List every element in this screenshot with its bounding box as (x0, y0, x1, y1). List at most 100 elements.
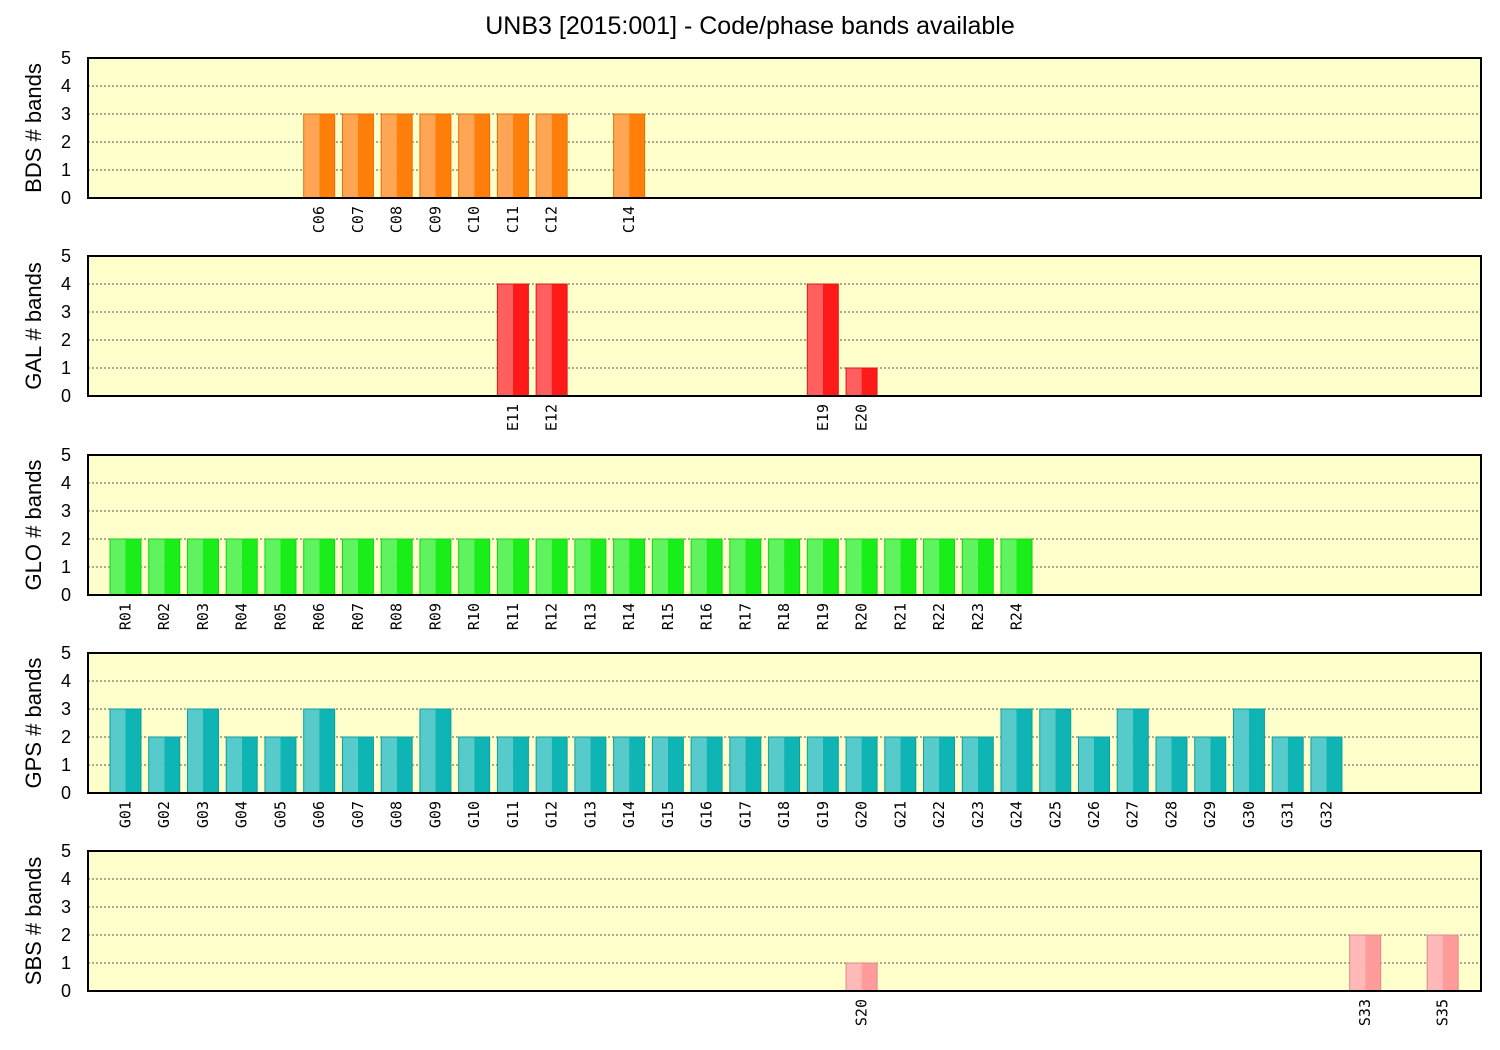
x-tick-label-G17: G17 (736, 801, 754, 828)
plot-area-0 (88, 58, 1481, 198)
bar-R22 (923, 538, 956, 596)
y-axis-label: SBS # bands (21, 857, 46, 985)
plot-frame-1 (87, 255, 1482, 397)
x-tick-label-G22: G22 (930, 801, 948, 828)
x-tick-label-G20: G20 (853, 801, 871, 828)
bar-R12 (535, 538, 568, 596)
x-tick-label-G02: G02 (155, 801, 173, 828)
bar-R13 (574, 538, 607, 596)
y-axis-label: BDS # bands (21, 63, 46, 193)
bar-R15 (651, 538, 684, 596)
bar-G17 (729, 736, 762, 794)
x-tick-label-G14: G14 (620, 801, 638, 828)
y-tick-label: 3 (61, 302, 71, 322)
bar-R18 (768, 538, 801, 596)
bar-S35 (1426, 934, 1459, 992)
bar-E12 (535, 283, 568, 397)
bar-R11 (496, 538, 529, 596)
bar-R05 (264, 538, 297, 596)
x-tick-label-G13: G13 (581, 801, 599, 828)
bar-G32 (1310, 736, 1343, 794)
x-tick-label-R01: R01 (117, 603, 135, 630)
bar-G31 (1271, 736, 1304, 794)
bar-C06 (303, 113, 336, 199)
bar-S33 (1349, 934, 1382, 992)
x-tick-label-C09: C09 (426, 206, 444, 233)
x-tick-label-R14: R14 (620, 603, 638, 630)
x-tick-label-C06: C06 (310, 206, 328, 233)
x-tick-label-R04: R04 (233, 603, 251, 630)
x-tick-label-C10: C10 (465, 206, 483, 233)
plot-frame-3 (87, 652, 1482, 794)
x-tick-label-G18: G18 (775, 801, 793, 828)
x-tick-label-G15: G15 (659, 801, 677, 828)
bar-G02 (148, 736, 181, 794)
plot-area-4 (88, 851, 1481, 991)
bar-R16 (690, 538, 723, 596)
x-tick-label-C12: C12 (543, 206, 561, 233)
y-tick-label: 4 (61, 274, 71, 294)
y-tick-label: 4 (61, 869, 71, 889)
x-tick-label-G32: G32 (1317, 801, 1335, 828)
y-tick-label: 3 (61, 104, 71, 124)
bar-R06 (303, 538, 336, 596)
y-tick-label: 2 (61, 925, 71, 945)
y-tick-label: 5 (61, 841, 71, 861)
x-tick-label-S35: S35 (1434, 999, 1452, 1026)
x-tick-label-R21: R21 (891, 603, 909, 630)
bar-G30 (1232, 708, 1265, 794)
x-tick-label-E11: E11 (504, 404, 522, 431)
bar-R14 (613, 538, 646, 596)
y-tick-label: 0 (61, 188, 71, 208)
bar-G04 (225, 736, 258, 794)
bar-G08 (380, 736, 413, 794)
x-tick-label-R02: R02 (155, 603, 173, 630)
bar-E11 (496, 283, 529, 397)
bar-G05 (264, 736, 297, 794)
bar-G15 (651, 736, 684, 794)
plot-frame-2 (87, 454, 1482, 596)
x-tick-label-R05: R05 (271, 603, 289, 630)
y-tick-label: 1 (61, 358, 71, 378)
bar-R02 (148, 538, 181, 596)
x-tick-label-G01: G01 (117, 801, 135, 828)
bar-G03 (186, 708, 219, 794)
y-tick-label: 0 (61, 386, 71, 406)
x-tick-label-C11: C11 (504, 206, 522, 233)
chart-title: UNB3 [2015:001] - Code/phase bands avail… (485, 12, 1015, 40)
y-tick-label: 3 (61, 897, 71, 917)
bar-G22 (923, 736, 956, 794)
y-tick-label: 5 (61, 48, 71, 68)
bar-C12 (535, 113, 568, 199)
x-tick-label-R23: R23 (969, 603, 987, 630)
y-tick-label: 3 (61, 699, 71, 719)
y-tick-label: 1 (61, 953, 71, 973)
y-tick-label: 2 (61, 529, 71, 549)
x-tick-label-G06: G06 (310, 801, 328, 828)
y-tick-label: 5 (61, 643, 71, 663)
bar-G21 (884, 736, 917, 794)
x-tick-label-R07: R07 (349, 603, 367, 630)
plot-area-1 (88, 256, 1481, 396)
bar-G29 (1194, 736, 1227, 794)
x-tick-label-G04: G04 (233, 801, 251, 828)
x-tick-label-G21: G21 (891, 801, 909, 828)
y-tick-label: 5 (61, 445, 71, 465)
x-tick-label-R18: R18 (775, 603, 793, 630)
plot-frame-0 (87, 57, 1482, 199)
y-tick-label: 1 (61, 160, 71, 180)
bar-G20 (845, 736, 878, 794)
bar-G11 (496, 736, 529, 794)
x-tick-label-R12: R12 (543, 603, 561, 630)
bar-G06 (303, 708, 336, 794)
bar-G01 (109, 708, 142, 794)
bar-R20 (845, 538, 878, 596)
x-tick-label-R17: R17 (736, 603, 754, 630)
x-tick-label-E19: E19 (814, 404, 832, 431)
bar-R01 (109, 538, 142, 596)
x-tick-label-G28: G28 (1162, 801, 1180, 828)
bar-C14 (613, 113, 646, 199)
bar-G07 (341, 736, 374, 794)
y-tick-label: 4 (61, 473, 71, 493)
bar-R21 (884, 538, 917, 596)
